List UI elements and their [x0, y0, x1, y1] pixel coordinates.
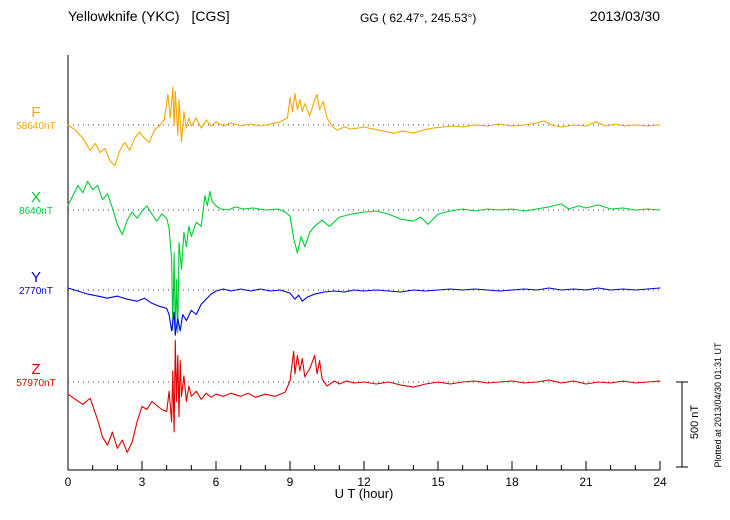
- header: Yellowknife (YKC) [CGS]: [68, 8, 230, 24]
- plotted-at-note: Plotted at 2013/04/30 01:31 UT: [713, 342, 723, 468]
- geographic-coords: GG ( 62.47°, 245.53°): [360, 11, 477, 25]
- trace-X: [67, 180, 661, 337]
- x-tick-label: 3: [139, 475, 146, 489]
- x-tick-label: 15: [431, 475, 445, 489]
- trace-Z: [67, 339, 661, 453]
- x-tick-label: 12: [357, 475, 371, 489]
- trace-baseline-value-X: 8640nT: [19, 206, 53, 217]
- x-tick-label: 0: [65, 475, 72, 489]
- station-title: Yellowknife (YKC): [68, 8, 180, 24]
- x-tick-label: 18: [505, 475, 519, 489]
- scalebar-label: 500 nT: [689, 404, 701, 440]
- trace-label-Z: Z 57970nT: [8, 362, 64, 390]
- trace-name-Y: Y: [30, 269, 41, 286]
- trace-name-X: X: [30, 189, 41, 206]
- trace-baseline-value-Y: 2770nT: [19, 286, 53, 297]
- trace-label-F: F 58640nT: [8, 105, 64, 133]
- trace-baseline-value-Z: 57970nT: [16, 378, 56, 389]
- x-tick-label: 9: [287, 475, 294, 489]
- trace-Y: [67, 287, 661, 336]
- trace-name-F: F: [31, 104, 41, 121]
- trace-name-Z: Z: [31, 361, 41, 378]
- x-tick-label: 21: [579, 475, 593, 489]
- trace-baseline-value-F: 58640nT: [16, 121, 56, 132]
- trace-label-Y: Y 2770nT: [8, 270, 64, 298]
- x-tick-label: 24: [653, 475, 667, 489]
- plot-date: 2013/03/30: [589, 8, 660, 24]
- x-axis-label: U T (hour): [334, 486, 394, 501]
- trace-F: [67, 86, 661, 167]
- trace-label-X: X 8640nT: [8, 190, 64, 218]
- x-tick-label: 6: [213, 475, 220, 489]
- coordinate-system-label: [CGS]: [191, 8, 230, 24]
